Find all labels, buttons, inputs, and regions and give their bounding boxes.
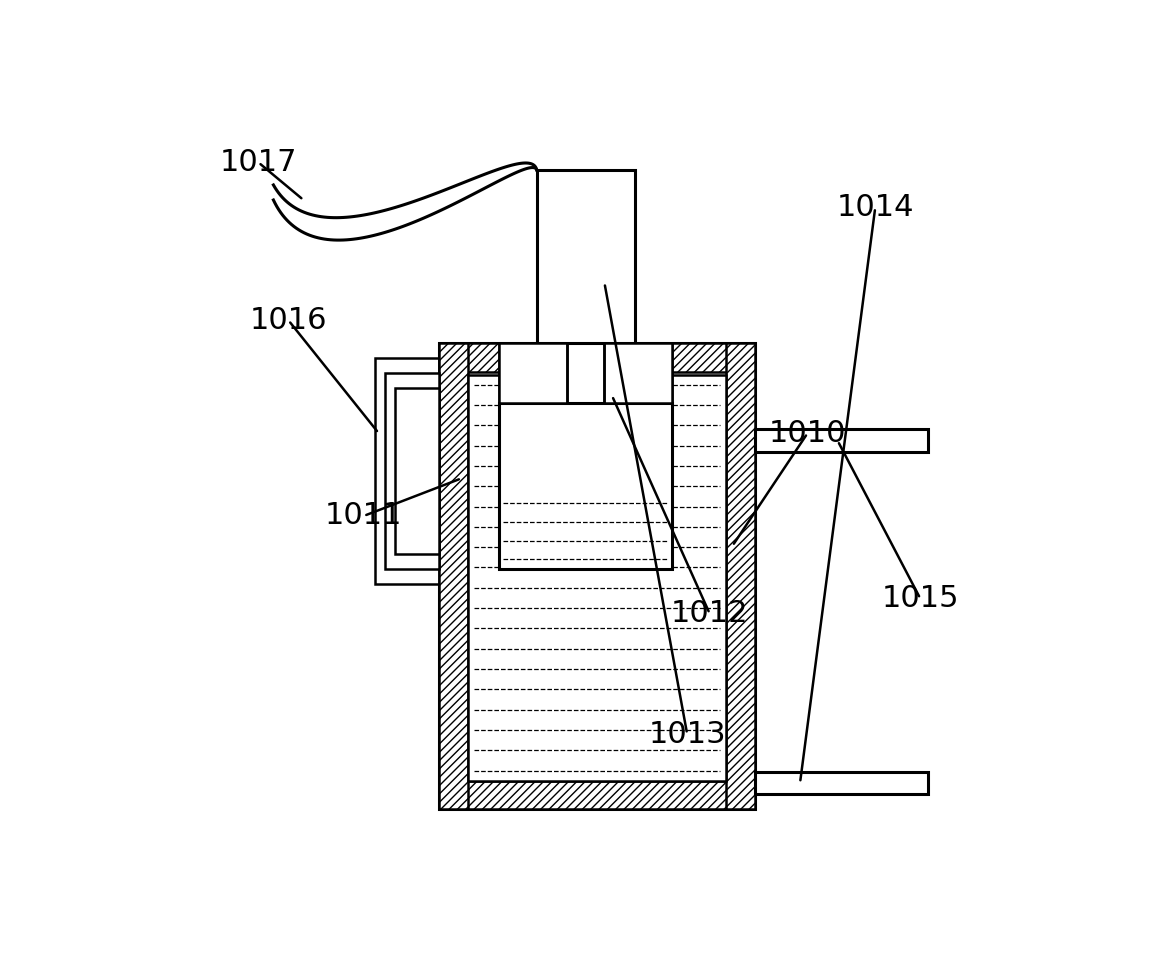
Text: 1010: 1010 [769,419,846,447]
Text: 1014: 1014 [836,193,914,222]
Text: 1017: 1017 [220,148,297,177]
Text: 1016: 1016 [250,306,328,335]
Text: 1013: 1013 [649,720,726,748]
Text: 1012: 1012 [670,599,749,628]
Bar [537,170,635,343]
Bar [727,343,754,809]
Bar [396,388,439,554]
Bar [439,781,754,809]
Bar [375,358,439,583]
Bar [754,772,928,794]
Text: 1015: 1015 [882,584,959,614]
Bar [385,373,439,569]
Bar [499,343,567,404]
Bar [439,343,468,809]
Bar [439,343,754,809]
Bar [468,374,727,781]
Bar [439,343,754,371]
Bar [499,343,672,404]
Text: 1011: 1011 [325,501,402,531]
Bar [605,343,672,404]
Bar [754,430,928,452]
Bar [499,404,672,569]
